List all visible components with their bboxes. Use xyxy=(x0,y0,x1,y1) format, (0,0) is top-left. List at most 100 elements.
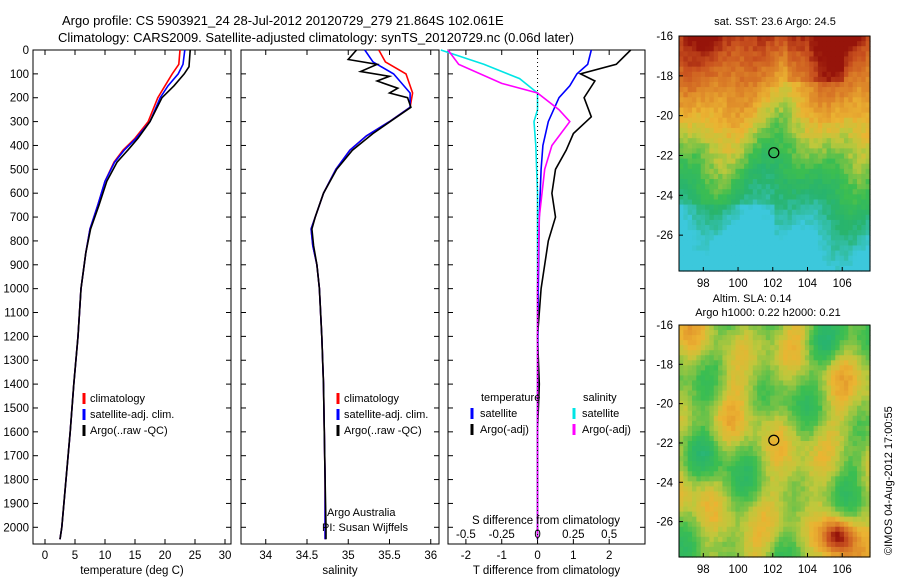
sla_map-cell xyxy=(722,400,728,407)
temperature-ytick-label: 300 xyxy=(10,117,29,129)
sst_map-cell xyxy=(835,138,841,144)
sst_map-cell xyxy=(687,102,693,109)
sla_map-cell xyxy=(852,466,858,472)
sst_map-cell xyxy=(709,255,715,262)
sla_map-cell xyxy=(791,521,797,528)
sla_map-cell xyxy=(726,390,732,397)
sla_map-cell xyxy=(791,330,797,336)
sst_map-cell xyxy=(696,179,702,185)
sst_map-cell xyxy=(683,46,689,52)
sst_map-cell xyxy=(796,219,802,226)
sst_map-cell xyxy=(861,245,867,252)
sla_map-cell xyxy=(752,435,758,442)
sla_map-cell xyxy=(757,435,763,442)
sla_map-cell xyxy=(839,471,845,477)
sst_map-cell xyxy=(683,36,689,42)
sst_map-cell xyxy=(765,204,771,211)
sla_map-cell xyxy=(709,516,715,523)
sla_map-cell xyxy=(796,466,802,472)
sla_map-cell xyxy=(843,536,849,543)
sla_map-cell xyxy=(765,385,771,392)
sst_map-cell xyxy=(731,102,737,109)
sst_map-cell xyxy=(809,163,815,170)
sla_map-cell xyxy=(796,390,802,397)
sst_map-cell xyxy=(752,76,758,83)
sla_map-cell xyxy=(709,430,715,437)
sst_map-cell xyxy=(744,265,750,272)
sst_map-cell xyxy=(800,179,806,185)
sst_map-cell xyxy=(856,46,862,52)
difference-legend-header-s: salinity xyxy=(583,392,617,404)
sla_map-cell xyxy=(783,420,789,427)
sst_map-cell xyxy=(739,255,745,262)
sst_map-cell xyxy=(822,214,828,221)
sst_map-cell xyxy=(774,97,780,104)
sst_map-cell xyxy=(774,184,780,190)
sst_map-cell xyxy=(683,158,689,165)
sst_map-cell xyxy=(687,97,693,104)
sla_map-cell xyxy=(726,410,732,417)
sla_map-cell xyxy=(709,506,715,513)
sla_map-cell xyxy=(796,405,802,412)
sst_map-cell xyxy=(783,117,789,124)
sst_map-cell xyxy=(739,225,745,231)
sst_map-cell xyxy=(787,46,793,52)
sla_map-cell xyxy=(787,531,793,538)
sla_map-cell xyxy=(800,456,806,462)
sla_map-cell xyxy=(783,471,789,477)
sst_map-cell xyxy=(679,194,684,201)
sla_map-cell xyxy=(813,546,819,553)
sst_map-cell xyxy=(700,61,706,68)
sla_map-cell xyxy=(843,471,849,477)
sla_map-cell xyxy=(796,350,802,356)
sla_map-cell xyxy=(700,370,706,377)
sla_map-cell xyxy=(722,466,728,472)
sla_map-cell xyxy=(679,365,684,371)
sst_map-cell xyxy=(718,66,724,73)
sla_map-cell xyxy=(709,541,715,548)
sst_map-cell xyxy=(709,230,715,236)
sla_map-cell xyxy=(752,476,758,482)
sst_map-cell xyxy=(865,97,871,104)
sst_map-cell xyxy=(731,230,737,236)
sla_map-cell xyxy=(679,420,684,427)
sst_map-cell xyxy=(835,209,841,216)
sst_map-cell xyxy=(718,46,724,52)
sla_map-cell xyxy=(822,415,828,422)
sst_map-cell xyxy=(761,245,767,252)
sla_map-cell xyxy=(848,441,854,447)
sla_map-cell xyxy=(713,385,719,392)
sst_map-cell xyxy=(709,117,715,124)
sst_map-cell xyxy=(800,209,806,216)
sla_map-cell xyxy=(804,425,810,432)
sst_map-cell xyxy=(800,41,806,47)
sst_map-cell xyxy=(861,81,867,88)
sst_map-cell xyxy=(757,138,763,144)
sst_map-cell xyxy=(744,230,750,236)
sla_map-cell xyxy=(865,435,871,442)
sst_map-cell xyxy=(852,112,858,119)
sla_map-cell xyxy=(822,405,828,412)
sst_map-cell xyxy=(822,163,828,170)
sst_map-cell xyxy=(856,179,862,185)
sst_map-cell xyxy=(765,235,771,241)
sst_map-cell xyxy=(739,51,745,58)
sla_map-cell xyxy=(830,405,836,412)
sla_map-cell xyxy=(718,546,724,553)
sst_map-cell xyxy=(856,250,862,257)
sst_map-cell xyxy=(848,36,854,42)
sst_map-cell xyxy=(800,235,806,241)
sst_map-cell xyxy=(839,153,845,160)
sst_map-cell xyxy=(726,265,732,272)
difference-legend-header-t: temperature xyxy=(481,392,540,404)
sst_map-cell xyxy=(744,107,750,114)
sst_map-cell xyxy=(744,56,750,63)
sla_map-cell xyxy=(752,400,758,407)
sla_map-cell xyxy=(692,476,697,482)
sla_map-cell xyxy=(739,521,745,528)
sst_map-cell xyxy=(765,179,771,185)
sst_map-cell xyxy=(865,92,871,98)
sst_map-cell xyxy=(692,240,697,247)
sla_map-cell xyxy=(692,471,697,477)
sla_map-cell xyxy=(731,551,737,558)
